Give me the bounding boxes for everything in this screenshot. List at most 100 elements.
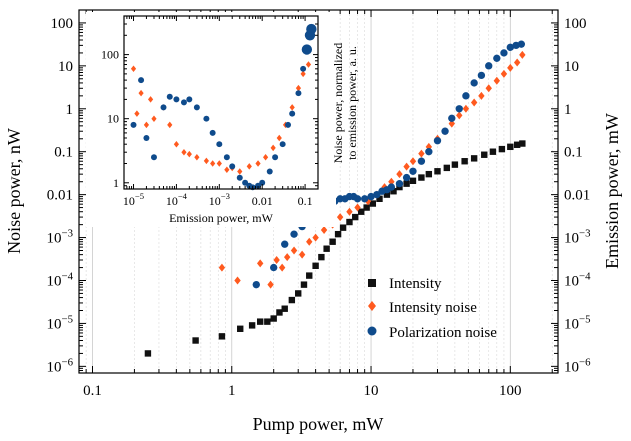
inset-point-polarization-noise-normalized (216, 141, 223, 148)
point-polarization-noise (470, 79, 478, 87)
point-polarization-noise (270, 263, 278, 272)
point-polarization-noise (373, 190, 381, 199)
point-polarization-noise (477, 71, 486, 80)
point-intensity (461, 158, 468, 165)
point-intensity (264, 318, 271, 325)
point-polarization-noise (281, 240, 289, 248)
y-tick-label-left-1: 1 (66, 102, 74, 118)
y-tick-label-right-0-0001: 10−4 (564, 270, 591, 289)
point-intensity (276, 309, 283, 316)
y-tick-label-left-0-1: 0.1 (54, 145, 73, 161)
inset-point-polarization-noise-normalized (272, 154, 279, 161)
point-intensity-noise (336, 213, 344, 222)
x-tick-label-1: 1 (228, 383, 236, 399)
point-polarization-noise (506, 43, 514, 52)
inset-point-intensity-noise-normalized (173, 140, 180, 148)
main-data-marks (144, 40, 526, 357)
point-intensity-noise (448, 119, 455, 128)
y-tick-label-left-0-000001: 10−6 (47, 356, 74, 375)
y-tick-label-right-0-00001: 10−5 (564, 313, 591, 332)
point-polarization-noise (441, 127, 449, 135)
inset-point-polarization-noise-normalized (193, 104, 200, 111)
point-polarization-noise (485, 62, 493, 70)
point-intensity (369, 200, 377, 207)
point-intensity-noise (396, 170, 403, 179)
point-intensity-noise (493, 76, 501, 85)
point-intensity-noise (519, 50, 526, 59)
point-intensity (248, 322, 256, 329)
point-intensity-noise (462, 104, 470, 113)
point-intensity-noise (478, 91, 485, 100)
point-intensity (443, 164, 451, 172)
y-tick-label-right-1: 1 (564, 102, 572, 118)
inset-point-polarization-noise-normalized (279, 141, 286, 148)
y-tick-label-right-0-001: 10−3 (564, 228, 591, 247)
inset-point-intensity-noise-normalized (246, 163, 252, 170)
inset-background (86, 12, 336, 227)
main-plot-frame (78, 9, 559, 374)
legend-marker-intensity-noise (368, 301, 376, 311)
point-intensity (519, 140, 526, 147)
y-tick-label-left-0-01: 0.01 (47, 188, 73, 204)
legend-marker-polarization-noise (367, 326, 377, 336)
inset-y-tick-label-1: 1 (113, 176, 119, 190)
legend-item-polarization-noise: Polarization noise (367, 325, 497, 341)
point-intensity (306, 272, 313, 279)
point-polarization-noise (360, 195, 369, 203)
inset-point-polarization-noise-normalized (138, 77, 145, 84)
point-intensity-noise (513, 58, 521, 67)
point-intensity-noise (312, 233, 319, 242)
point-intensity (346, 218, 353, 226)
point-intensity-noise (388, 177, 395, 186)
inset-point-intensity-noise-normalized (237, 168, 243, 175)
inset-point-intensity-noise-normalized (216, 160, 222, 167)
point-intensity-noise (470, 98, 478, 107)
point-polarization-noise (517, 40, 526, 48)
inset-point-polarization-noise-normalized (209, 129, 216, 136)
point-polarization-noise (462, 92, 470, 100)
point-intensity (323, 245, 330, 252)
point-polarization-noise (448, 114, 456, 122)
point-polarization-noise (425, 148, 433, 156)
inset-x-tick-label-0-1: 0.1 (298, 194, 313, 208)
point-polarization-noise (353, 195, 362, 203)
inset-point-polarization-noise-normalized (166, 93, 173, 100)
legend-label-intensity-noise: Intensity noise (389, 300, 477, 316)
inset-point-polarization-noise-normalized (160, 104, 167, 111)
inset-y-axis-label-line-2: to emission power, a. u. (345, 46, 359, 160)
point-intensity-noise (320, 226, 328, 235)
y-tick-label-right-10: 10 (564, 59, 579, 75)
point-intensity (383, 191, 391, 198)
point-intensity (425, 170, 433, 178)
inset-point-polarization-noise-normalized (242, 179, 249, 186)
inset-point-intensity-noise-normalized (210, 160, 216, 167)
y-tick-label-left-100: 100 (51, 16, 74, 32)
inset-series-intensity-noise-normalized (130, 61, 312, 175)
point-intensity (329, 238, 336, 245)
point-intensity (451, 161, 459, 168)
inset-point-polarization-noise-normalized (306, 23, 317, 35)
y-axis-label-right: Emission power, mW (602, 113, 622, 269)
point-intensity (498, 145, 506, 153)
point-intensity-noise (290, 246, 298, 255)
series-polarization-noise (252, 40, 526, 289)
point-polarization-noise (367, 192, 375, 201)
point-intensity (144, 350, 152, 357)
point-polarization-noise (433, 137, 442, 145)
point-intensity-noise (283, 253, 291, 262)
inset-y-tick-label-10: 10 (107, 112, 119, 126)
point-intensity-noise (409, 157, 417, 166)
point-intensity-noise (218, 263, 226, 272)
point-intensity (418, 174, 425, 181)
y-tick-label-left-0-0001: 10−4 (47, 270, 74, 289)
inset-x-axis-label: Emission power, mW (169, 211, 274, 225)
inset-point-intensity-noise-normalized (151, 115, 157, 122)
inset-point-intensity-noise-normalized (167, 121, 173, 129)
point-intensity-noise (267, 280, 274, 289)
inset-point-intensity-noise-normalized (134, 110, 140, 117)
inset-point-intensity-noise-normalized (289, 104, 295, 111)
point-intensity (470, 155, 478, 162)
inset-point-polarization-noise-normalized (173, 96, 180, 103)
point-intensity (256, 318, 264, 325)
